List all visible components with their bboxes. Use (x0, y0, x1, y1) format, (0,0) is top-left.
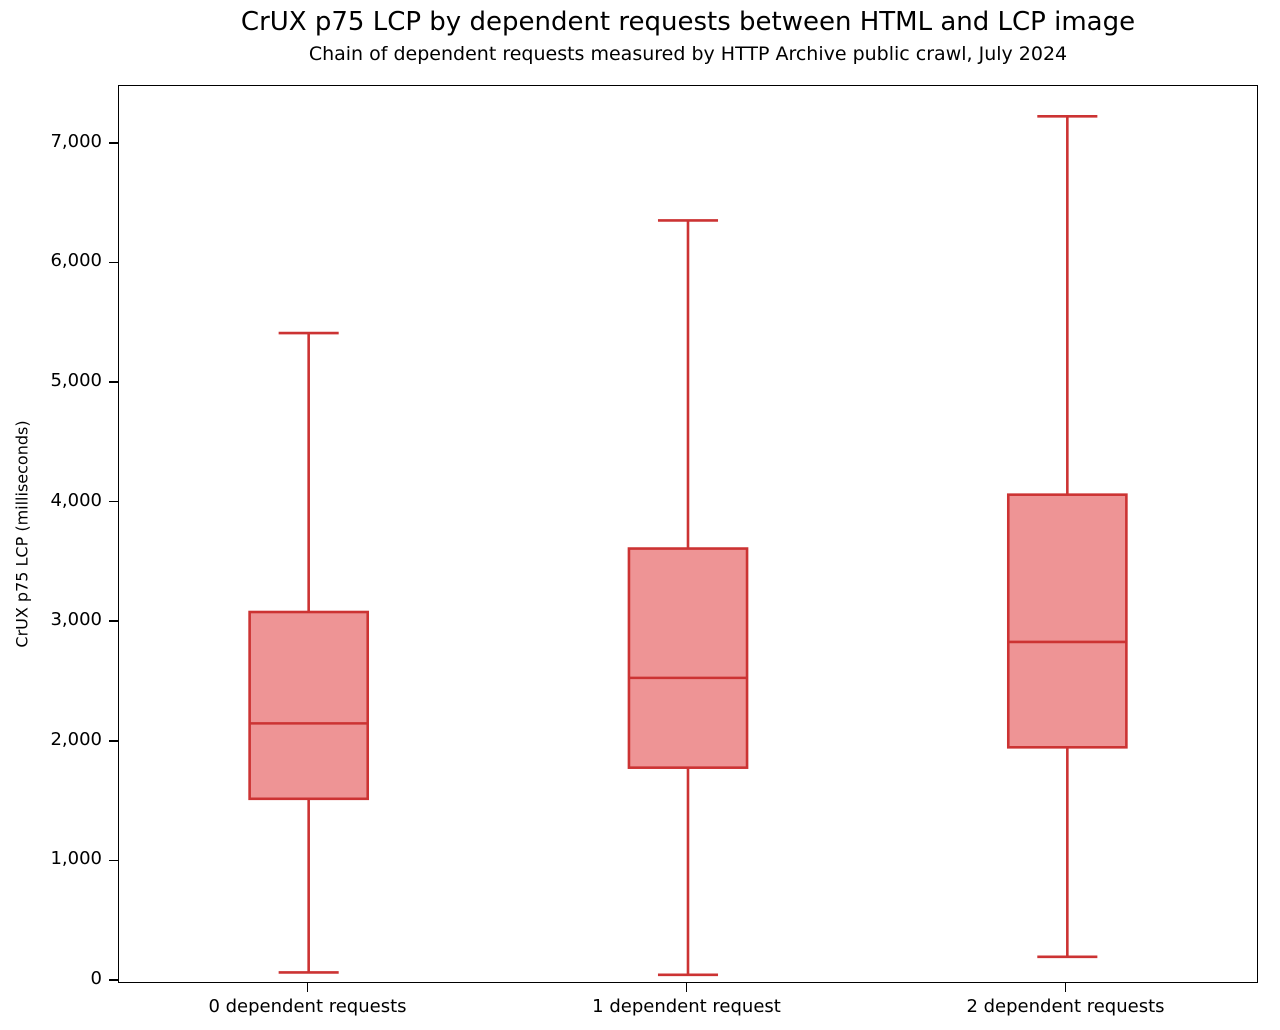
y-tick-label: 3,000 (50, 609, 102, 631)
chart-title: CrUX p75 LCP by dependent requests betwe… (240, 7, 1136, 37)
iqr-box (627, 547, 749, 769)
y-tick-mark (109, 261, 118, 264)
y-tick-label: 0 (90, 968, 102, 989)
y-tick-label: 2,000 (50, 728, 102, 750)
x-tick-mark (1064, 983, 1067, 992)
y-tick-mark (109, 740, 118, 742)
y-tick-label: 6,000 (50, 250, 102, 272)
y-tick-label: 4,000 (50, 489, 102, 511)
title-block: CrUX p75 LCP by dependent requests betwe… (118, 6, 1258, 65)
y-tick-mark (109, 500, 118, 503)
y-tick-label: 1,000 (50, 848, 102, 870)
x-tick-mark (685, 983, 688, 992)
x-tick-label: 2 dependent requests (966, 996, 1165, 1017)
y-tick-mark (109, 979, 118, 981)
y-tick-label: 5,000 (50, 369, 102, 391)
chart-subtitle: Chain of dependent requests measured by … (308, 42, 1068, 65)
iqr-box (248, 610, 370, 801)
plot-area (118, 85, 1258, 983)
y-tick-mark (109, 620, 118, 622)
x-tick-label: 1 dependent request (592, 996, 781, 1017)
y-tick-label: 7,000 (50, 130, 102, 152)
y-tick-mark (109, 142, 118, 144)
y-tick-mark (109, 859, 118, 862)
x-tick-label: 0 dependent requests (208, 996, 407, 1017)
x-tick-mark (306, 983, 309, 992)
plot-svg (248, 114, 1128, 977)
iqr-box (1006, 493, 1128, 749)
y-tick-mark (109, 381, 118, 383)
